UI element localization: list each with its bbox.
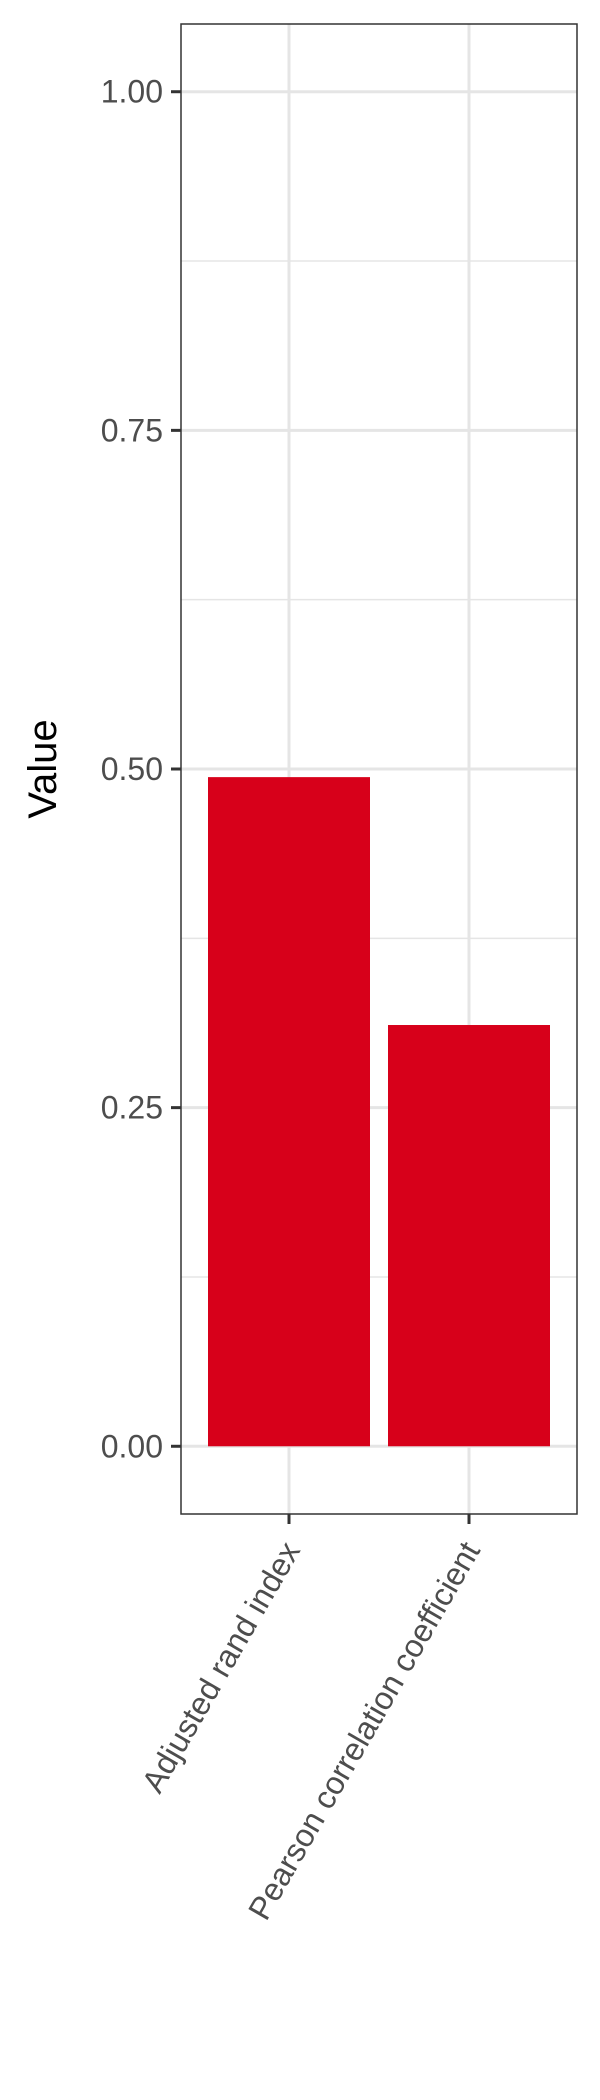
- bar-2: [388, 1025, 550, 1447]
- x-tick-label: Adjusted rand index: [134, 1536, 307, 1799]
- y-tick-label: 0.75: [101, 412, 163, 448]
- y-tick-label: 1.00: [101, 74, 163, 110]
- y-axis-title: Value: [21, 719, 65, 818]
- y-axis: 0.00 0.25 0.50 0.75 1.00: [101, 74, 181, 1464]
- bars: [208, 777, 550, 1447]
- y-tick-label: 0.50: [101, 751, 163, 787]
- y-tick-label: 0.25: [101, 1090, 163, 1126]
- y-tick-label: 0.00: [101, 1428, 163, 1464]
- bar-1: [208, 777, 370, 1447]
